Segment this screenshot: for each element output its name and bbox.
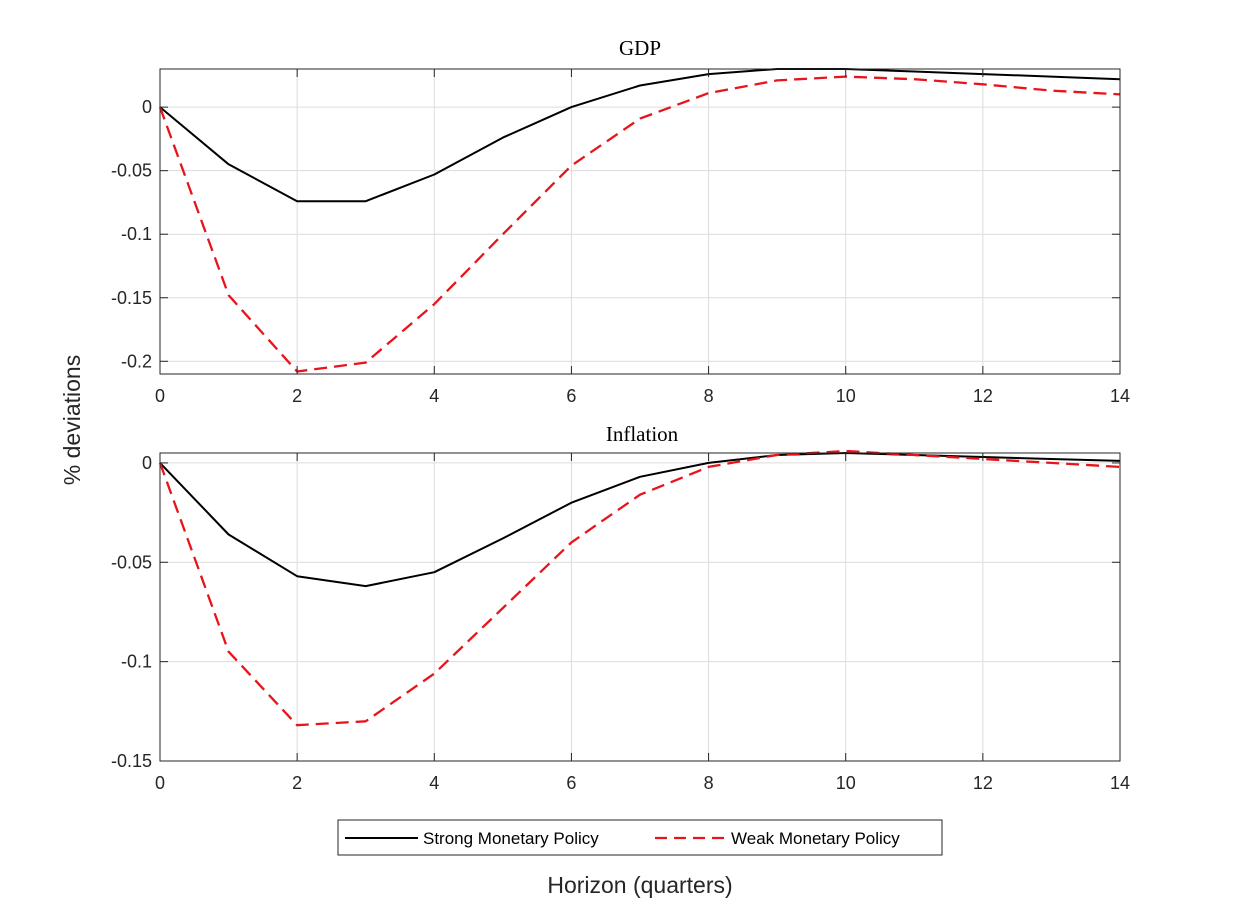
inflation-x-tick-label: 4 [429, 773, 439, 793]
gdp-x-tick-label: 6 [566, 386, 576, 406]
gdp-line-weak-monetary-policy [158, 75, 1121, 373]
gdp-y-ticks: 0 -0.05 -0.1 -0.15 -0.2 [111, 97, 152, 371]
inflation-axes-box [159, 452, 1121, 762]
gdp-x-tick-label: 4 [429, 386, 439, 406]
inflation-x-tick-label: 14 [1110, 773, 1130, 793]
gdp-panel-title: GDP [619, 36, 661, 60]
gdp-axes-box [159, 68, 1121, 375]
gdp-panel: GDP 0 -0.05 -0.1 -0.15 -0.2 0 2 4 6 8 10 12 14 [111, 36, 1130, 406]
inflation-y-tick-label: -0.15 [111, 751, 152, 771]
inflation-y-tick-label: -0.05 [111, 552, 152, 572]
gdp-line-strong-monetary-policy [159, 68, 1121, 203]
inflation-axes-frame [159, 452, 1121, 762]
inflation-y-tick-label: -0.1 [121, 652, 152, 672]
gdp-x-tick-label: 12 [973, 386, 993, 406]
gdp-y-tick-label: -0.15 [111, 288, 152, 308]
gdp-x-ticks: 0 2 4 6 8 10 12 14 [155, 386, 1130, 406]
gdp-x-tick-label: 10 [836, 386, 856, 406]
inflation-x-ticks: 0 2 4 6 8 10 12 14 [155, 773, 1130, 793]
inflation-x-tick-label: 0 [155, 773, 165, 793]
legend-entry-weak: Weak Monetary Policy [731, 829, 900, 848]
gdp-y-tick-label: -0.1 [121, 224, 152, 244]
y-axis-label: % deviations [59, 355, 85, 485]
inflation-y-tick-label: 0 [142, 453, 152, 473]
gdp-y-tick-label: 0 [142, 97, 152, 117]
gdp-y-tick-label: -0.05 [111, 161, 152, 181]
inflation-x-tick-label: 12 [973, 773, 993, 793]
inflation-panel: Inflation 0 -0.05 -0.1 -0.15 0 2 4 6 8 10 12 14 [111, 422, 1130, 793]
gdp-x-tick-label: 8 [704, 386, 714, 406]
inflation-series [158, 449, 1121, 727]
gdp-x-tick-label: 0 [155, 386, 165, 406]
inflation-y-ticks: 0 -0.05 -0.1 -0.15 [111, 453, 152, 771]
inflation-x-tick-label: 10 [836, 773, 856, 793]
inflation-x-tick-label: 2 [292, 773, 302, 793]
legend: Strong Monetary Policy Weak Monetary Pol… [337, 819, 943, 856]
gdp-x-tick-label: 14 [1110, 386, 1130, 406]
gdp-x-tick-label: 2 [292, 386, 302, 406]
inflation-line-weak-monetary-policy [158, 449, 1121, 727]
inflation-line-strong-monetary-policy [159, 452, 1121, 588]
legend-entry-strong: Strong Monetary Policy [423, 829, 599, 848]
legend-box [337, 819, 943, 856]
gdp-grid [160, 69, 1120, 374]
inflation-x-tick-label: 8 [704, 773, 714, 793]
gdp-axes-frame [159, 68, 1121, 375]
gdp-y-tick-label: -0.2 [121, 351, 152, 371]
gdp-series [158, 68, 1121, 373]
inflation-panel-title: Inflation [606, 422, 679, 446]
inflation-x-tick-label: 6 [566, 773, 576, 793]
x-axis-label: Horizon (quarters) [547, 872, 732, 898]
